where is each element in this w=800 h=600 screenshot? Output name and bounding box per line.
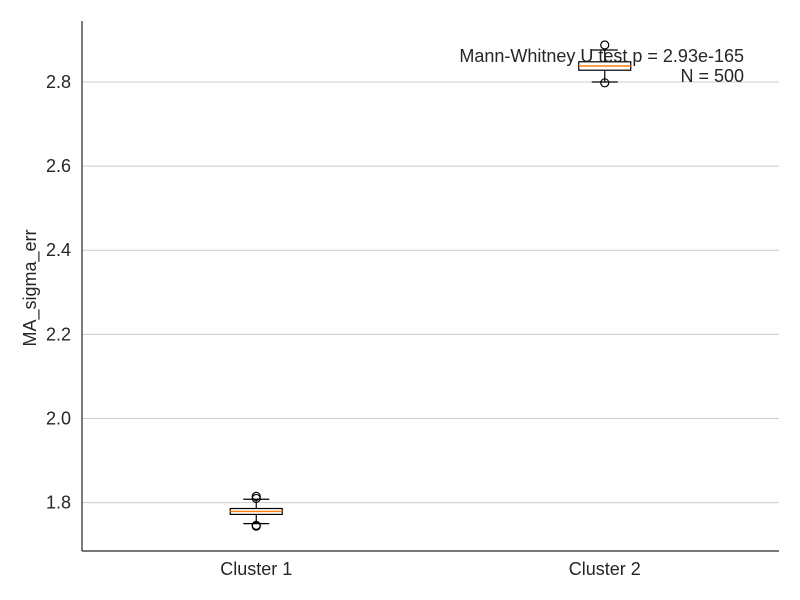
- grid-lines: [82, 81, 779, 504]
- outlier-point: [600, 78, 610, 88]
- boxes: [229, 40, 632, 531]
- y-tick-label: 1.8: [46, 493, 71, 513]
- annotation-sample-size: N = 500: [680, 66, 744, 86]
- x-tick-label: Cluster 2: [569, 559, 641, 579]
- box-group: [229, 491, 283, 531]
- outlier-point: [600, 40, 610, 50]
- annotation-stat-test: Mann-Whitney U test p = 2.93e-165: [459, 46, 744, 66]
- y-tick-label: 2.6: [46, 156, 71, 176]
- y-axis-title: MA_sigma_err: [20, 229, 41, 346]
- x-tick-label: Cluster 1: [220, 559, 292, 579]
- outlier-point: [251, 520, 261, 530]
- y-tick-label: 2.2: [46, 324, 71, 344]
- box-group: [578, 40, 632, 88]
- y-tick-label: 2.8: [46, 72, 71, 92]
- outlier-point: [251, 491, 261, 501]
- y-tick-label: 2.0: [46, 409, 71, 429]
- axes: [81, 21, 779, 552]
- x-tick-labels: Cluster 1 Cluster 2: [220, 559, 641, 579]
- y-tick-label: 2.4: [46, 240, 71, 260]
- y-tick-labels: 1.8 2.0 2.2 2.4 2.6 2.8: [46, 72, 71, 513]
